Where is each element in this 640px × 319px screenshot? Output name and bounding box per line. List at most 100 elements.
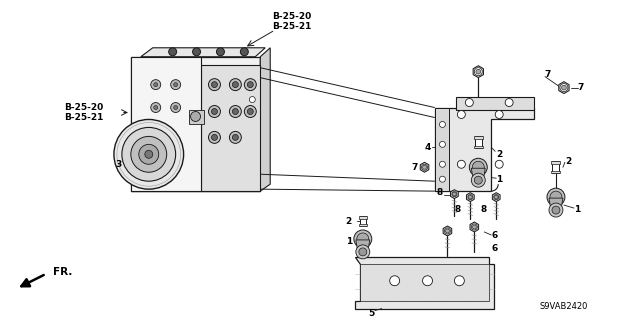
Text: 4: 4 (424, 143, 431, 152)
Circle shape (211, 134, 218, 140)
Circle shape (247, 82, 253, 88)
Text: 8: 8 (454, 204, 461, 213)
Circle shape (468, 195, 473, 200)
Circle shape (422, 164, 428, 170)
Text: B-25-21: B-25-21 (64, 113, 104, 122)
Bar (200, 65, 260, 191)
Circle shape (357, 233, 369, 245)
Circle shape (561, 85, 566, 90)
Circle shape (422, 276, 433, 286)
Circle shape (390, 276, 399, 286)
Circle shape (440, 161, 445, 167)
Polygon shape (549, 198, 563, 210)
Circle shape (232, 134, 238, 140)
Circle shape (151, 102, 161, 113)
Circle shape (354, 230, 372, 248)
Circle shape (139, 145, 159, 164)
Polygon shape (471, 168, 485, 180)
Text: FR.: FR. (53, 267, 72, 277)
Circle shape (493, 195, 499, 200)
Text: 8: 8 (480, 204, 486, 213)
Bar (475, 137, 482, 148)
Circle shape (229, 79, 241, 91)
Circle shape (250, 97, 255, 102)
Bar (131, 57, 200, 191)
Bar (189, 109, 204, 124)
Circle shape (154, 83, 157, 87)
Bar (474, 137, 483, 139)
Circle shape (232, 108, 238, 115)
Circle shape (229, 131, 241, 143)
Text: 2: 2 (564, 157, 571, 166)
Circle shape (471, 224, 477, 230)
Circle shape (465, 99, 474, 107)
Circle shape (169, 48, 177, 56)
Circle shape (505, 99, 513, 107)
Text: 7: 7 (578, 83, 584, 92)
Circle shape (472, 225, 476, 229)
Circle shape (469, 158, 487, 176)
Circle shape (560, 84, 568, 92)
Polygon shape (435, 108, 534, 191)
Bar (136, 130, 191, 179)
Text: 7: 7 (545, 70, 551, 79)
Text: B-25-20: B-25-20 (272, 12, 312, 21)
Circle shape (454, 276, 465, 286)
Circle shape (244, 106, 256, 117)
Circle shape (422, 165, 426, 169)
Circle shape (232, 82, 238, 88)
Circle shape (471, 173, 485, 187)
Circle shape (241, 48, 248, 56)
Circle shape (445, 229, 449, 233)
Circle shape (468, 195, 472, 199)
Circle shape (444, 228, 451, 234)
Circle shape (495, 195, 498, 199)
Bar (360, 216, 366, 226)
Circle shape (244, 79, 256, 91)
Polygon shape (473, 66, 483, 78)
Text: 1: 1 (496, 175, 502, 184)
Circle shape (193, 48, 200, 56)
Circle shape (452, 192, 456, 196)
Circle shape (549, 203, 563, 217)
Circle shape (458, 160, 465, 168)
Circle shape (474, 68, 483, 76)
Circle shape (145, 150, 153, 158)
Circle shape (550, 191, 562, 203)
Circle shape (452, 192, 457, 197)
Circle shape (154, 106, 157, 109)
Text: 8: 8 (436, 188, 443, 197)
Circle shape (216, 48, 225, 56)
Polygon shape (451, 190, 458, 199)
Circle shape (173, 106, 178, 109)
Text: 1: 1 (346, 237, 352, 246)
Text: 2: 2 (496, 150, 502, 159)
Bar (359, 224, 367, 226)
Circle shape (359, 248, 367, 256)
Circle shape (547, 188, 565, 206)
Text: 1: 1 (573, 204, 580, 213)
Circle shape (171, 80, 180, 90)
Circle shape (495, 160, 503, 168)
Circle shape (131, 137, 166, 172)
Bar (456, 97, 534, 109)
Circle shape (122, 127, 175, 181)
Text: 3: 3 (116, 160, 122, 169)
Circle shape (440, 122, 445, 127)
Circle shape (209, 106, 220, 117)
Circle shape (151, 80, 161, 90)
Bar (552, 161, 559, 173)
Circle shape (458, 110, 465, 118)
Bar (552, 171, 561, 173)
Circle shape (440, 141, 445, 147)
Polygon shape (355, 257, 494, 308)
Bar (360, 264, 489, 300)
Circle shape (171, 102, 180, 113)
Circle shape (356, 245, 370, 259)
Text: 6: 6 (491, 244, 497, 253)
Circle shape (209, 131, 220, 143)
Bar (359, 216, 367, 219)
Polygon shape (260, 48, 270, 191)
Text: 6: 6 (491, 232, 497, 241)
Circle shape (247, 108, 253, 115)
